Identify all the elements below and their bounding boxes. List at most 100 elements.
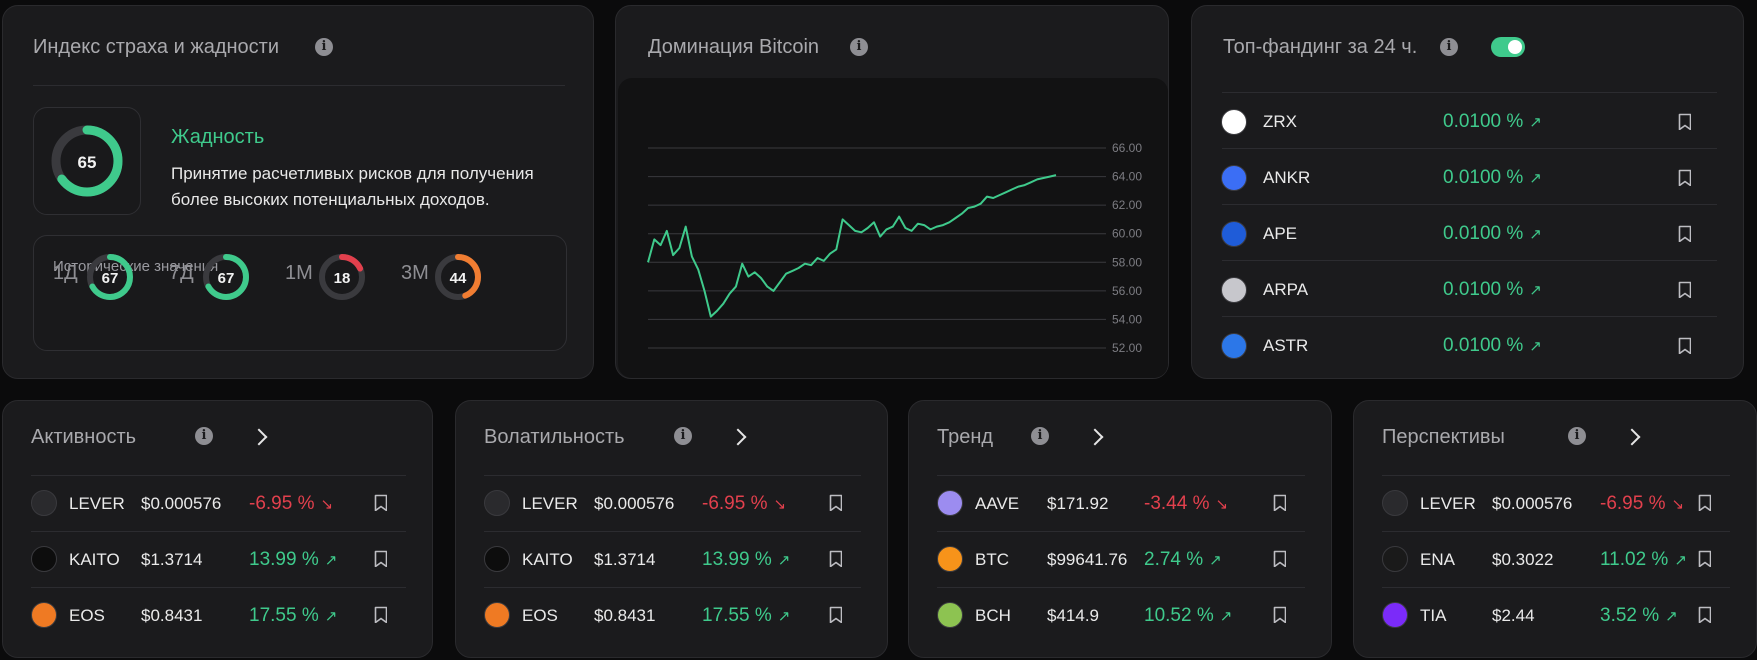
ape-icon: [1221, 221, 1247, 247]
list-price: $99641.76: [1047, 550, 1128, 569]
y-tick-label: 56.00: [1112, 284, 1142, 298]
ankr-icon: [1221, 165, 1247, 191]
kaito-icon: [484, 546, 510, 572]
arrow-up-right-icon: ↗: [1674, 552, 1687, 569]
bookmark-icon[interactable]: [374, 606, 387, 623]
arrow-up-right-icon: ↗: [324, 552, 338, 569]
list-symbol: BTC: [975, 550, 1009, 569]
bookmark-icon[interactable]: [1273, 606, 1286, 623]
divider: [31, 531, 406, 532]
list-change: -6.95 % ↘: [249, 493, 333, 515]
list-change-value: 17.55 %: [702, 605, 772, 626]
chevron-right-icon[interactable]: [1623, 428, 1641, 446]
list-symbol: AAVE: [975, 494, 1020, 513]
bookmark-icon[interactable]: [1678, 169, 1691, 186]
list-change: -6.95 % ↘: [702, 493, 786, 515]
divider: [1222, 260, 1717, 261]
list-price: $1.3714: [594, 550, 656, 569]
list-row[interactable]: KAITO $1.3714 13.99 % ↗: [3, 531, 434, 587]
list-row[interactable]: LEVER $0.000576 -6.95 % ↘: [3, 475, 434, 531]
info-icon[interactable]: i: [674, 427, 692, 445]
list-row[interactable]: EOS $0.8431 17.55 % ↗: [3, 587, 434, 643]
list-price: $1.3714: [141, 550, 203, 569]
arrow-down-right-icon: ↘: [773, 496, 787, 513]
list-title: Активность: [31, 426, 137, 448]
list-change: 17.55 % ↗: [702, 605, 790, 627]
list-row[interactable]: TIA $2.44 3.52 % ↗: [1354, 587, 1757, 643]
funding-row[interactable]: ZRX 0.0100 % ↗: [1192, 94, 1745, 150]
bookmark-icon[interactable]: [829, 550, 842, 567]
divider: [1382, 587, 1730, 588]
chevron-right-icon[interactable]: [729, 428, 747, 446]
chevron-right-icon[interactable]: [1086, 428, 1104, 446]
list-change: 11.02 % ↗: [1600, 549, 1687, 571]
divider: [1222, 316, 1717, 317]
y-tick-label: 60.00: [1112, 227, 1142, 241]
list-row[interactable]: LEVER $0.000576 -6.95 % ↘: [1354, 475, 1757, 531]
info-icon[interactable]: i: [1568, 427, 1586, 445]
funding-rate: 0.0100 % ↗: [1443, 279, 1542, 301]
y-tick-label: 58.00: [1112, 255, 1142, 269]
list-card-1: Волатильность i LEVER $0.000576 -6.95 % ↘ KAIT…: [455, 400, 888, 658]
list-symbol: ENA: [1420, 550, 1455, 569]
arrow-down-right-icon: ↘: [1215, 496, 1229, 513]
arrow-up-right-icon: ↗: [1219, 608, 1233, 625]
top-funding-title: Топ-фандинг за 24 ч.: [1223, 36, 1418, 58]
list-row[interactable]: AAVE $171.92 -3.44 % ↘: [909, 475, 1333, 531]
arrow-up-right-icon: ↗: [1529, 282, 1542, 299]
funding-symbol: ANKR: [1263, 168, 1311, 187]
bookmark-icon[interactable]: [1678, 281, 1691, 298]
list-row[interactable]: BTC $99641.76 2.74 % ↗: [909, 531, 1333, 587]
bookmark-icon[interactable]: [1698, 606, 1711, 623]
funding-toggle[interactable]: [1491, 37, 1525, 57]
bookmark-icon[interactable]: [1678, 113, 1691, 130]
bookmark-icon[interactable]: [829, 606, 842, 623]
btc-dominance-title: Доминация Bitcoin: [648, 36, 820, 58]
list-symbol: LEVER: [522, 494, 578, 513]
list-change-value: 10.52 %: [1144, 605, 1214, 626]
chevron-right-icon[interactable]: [250, 428, 268, 446]
list-change: -6.95 % ↘: [1600, 493, 1684, 515]
kaito-icon: [31, 546, 57, 572]
list-symbol: LEVER: [1420, 494, 1476, 513]
list-price: $171.92: [1047, 494, 1109, 513]
list-row[interactable]: EOS $0.8431 17.55 % ↗: [456, 587, 889, 643]
bookmark-icon[interactable]: [374, 550, 387, 567]
funding-row[interactable]: ASTR 0.0100 % ↗: [1192, 318, 1745, 374]
list-price: $414.9: [1047, 606, 1099, 625]
arrow-up-right-icon: ↗: [324, 608, 338, 625]
fear-greed-value: 65: [78, 153, 97, 172]
list-card-2: Тренд i AAVE $171.92 -3.44 % ↘ BTC $99641.76 2.7…: [908, 400, 1332, 658]
list-row[interactable]: LEVER $0.000576 -6.95 % ↘: [456, 475, 889, 531]
bookmark-icon[interactable]: [1273, 550, 1286, 567]
info-icon[interactable]: i: [1031, 427, 1049, 445]
funding-row[interactable]: ARPA 0.0100 % ↗: [1192, 262, 1745, 318]
list-title: Перспективы: [1382, 426, 1505, 448]
list-change: 10.52 % ↗: [1144, 605, 1232, 627]
arrow-up-right-icon: ↗: [1529, 226, 1542, 243]
funding-row[interactable]: APE 0.0100 % ↗: [1192, 206, 1745, 262]
info-icon[interactable]: i: [315, 38, 333, 56]
bookmark-icon[interactable]: [829, 494, 842, 511]
fear-greed-card: Индекс страха и жадности i 65 Жадность П…: [2, 5, 594, 379]
bookmark-icon[interactable]: [1678, 225, 1691, 242]
list-row[interactable]: ENA $0.3022 11.02 % ↗: [1354, 531, 1757, 587]
list-row[interactable]: BCH $414.9 10.52 % ↗: [909, 587, 1333, 643]
list-symbol: TIA: [1420, 606, 1447, 625]
funding-row[interactable]: ANKR 0.0100 % ↗: [1192, 150, 1745, 206]
history-value: 67: [102, 270, 119, 287]
info-icon[interactable]: i: [195, 427, 213, 445]
list-symbol: KAITO: [522, 550, 573, 569]
bookmark-icon[interactable]: [1698, 494, 1711, 511]
bookmark-icon[interactable]: [1678, 337, 1691, 354]
list-row[interactable]: KAITO $1.3714 13.99 % ↗: [456, 531, 889, 587]
btc-dominance-svg: 66.00 64.00 62.00 60.00 58.00 56.00 54.00 52.00: [647, 141, 1142, 355]
info-icon[interactable]: i: [850, 38, 868, 56]
bookmark-icon[interactable]: [374, 494, 387, 511]
bookmark-icon[interactable]: [1698, 550, 1711, 567]
divider: [1382, 531, 1730, 532]
info-icon[interactable]: i: [1440, 38, 1458, 56]
list-symbol: KAITO: [69, 550, 120, 569]
bookmark-icon[interactable]: [1273, 494, 1286, 511]
list-title: Тренд: [937, 426, 994, 448]
